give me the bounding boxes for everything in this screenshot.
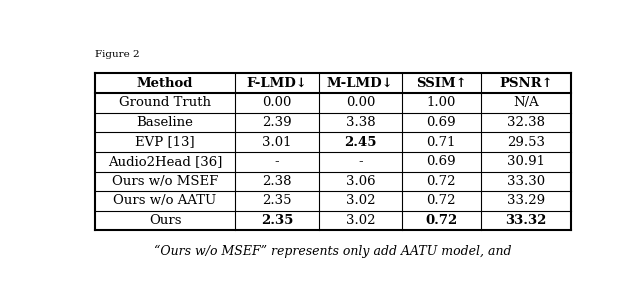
Text: 32.38: 32.38: [507, 116, 545, 129]
Text: 0.72: 0.72: [426, 194, 456, 207]
Text: 29.53: 29.53: [507, 136, 545, 149]
Text: Ours: Ours: [149, 214, 181, 227]
Text: 3.02: 3.02: [346, 194, 375, 207]
Text: 2.39: 2.39: [262, 116, 292, 129]
Text: 2.38: 2.38: [262, 175, 292, 188]
Text: F-LMD↓: F-LMD↓: [246, 77, 307, 90]
Text: -: -: [358, 155, 363, 168]
Text: 3.02: 3.02: [346, 214, 375, 227]
Text: 2.35: 2.35: [262, 194, 292, 207]
Text: 3.01: 3.01: [262, 136, 292, 149]
Text: 2.45: 2.45: [344, 136, 376, 149]
Text: Figure 2: Figure 2: [95, 50, 140, 59]
Text: 2.35: 2.35: [261, 214, 293, 227]
Text: 0.69: 0.69: [426, 116, 456, 129]
Text: 0.69: 0.69: [426, 155, 456, 168]
Text: Audio2Head [36]: Audio2Head [36]: [108, 155, 222, 168]
Text: 0.71: 0.71: [426, 136, 456, 149]
Text: Baseline: Baseline: [137, 116, 193, 129]
Text: 33.29: 33.29: [507, 194, 545, 207]
Text: M-LMD↓: M-LMD↓: [327, 77, 394, 90]
Text: PSNR↑: PSNR↑: [499, 77, 553, 90]
Text: EVP [13]: EVP [13]: [135, 136, 195, 149]
Text: -: -: [275, 155, 279, 168]
Text: Ours w/o AATU: Ours w/o AATU: [113, 194, 217, 207]
Text: 0.72: 0.72: [426, 175, 456, 188]
Text: 33.32: 33.32: [505, 214, 547, 227]
Text: 33.30: 33.30: [507, 175, 545, 188]
Text: 0.72: 0.72: [425, 214, 458, 227]
Text: 30.91: 30.91: [507, 155, 545, 168]
Text: 1.00: 1.00: [427, 96, 456, 109]
Text: 3.38: 3.38: [346, 116, 375, 129]
Text: 3.06: 3.06: [346, 175, 375, 188]
Text: 0.00: 0.00: [262, 96, 292, 109]
Text: Method: Method: [137, 77, 193, 90]
Text: SSIM↑: SSIM↑: [416, 77, 467, 90]
Text: Ours w/o MSEF: Ours w/o MSEF: [112, 175, 218, 188]
Text: Ground Truth: Ground Truth: [119, 96, 211, 109]
Text: “Ours w/o MSEF” represents only add AATU model, and: “Ours w/o MSEF” represents only add AATU…: [154, 244, 512, 258]
Text: N/A: N/A: [513, 96, 539, 109]
Text: 0.00: 0.00: [346, 96, 375, 109]
